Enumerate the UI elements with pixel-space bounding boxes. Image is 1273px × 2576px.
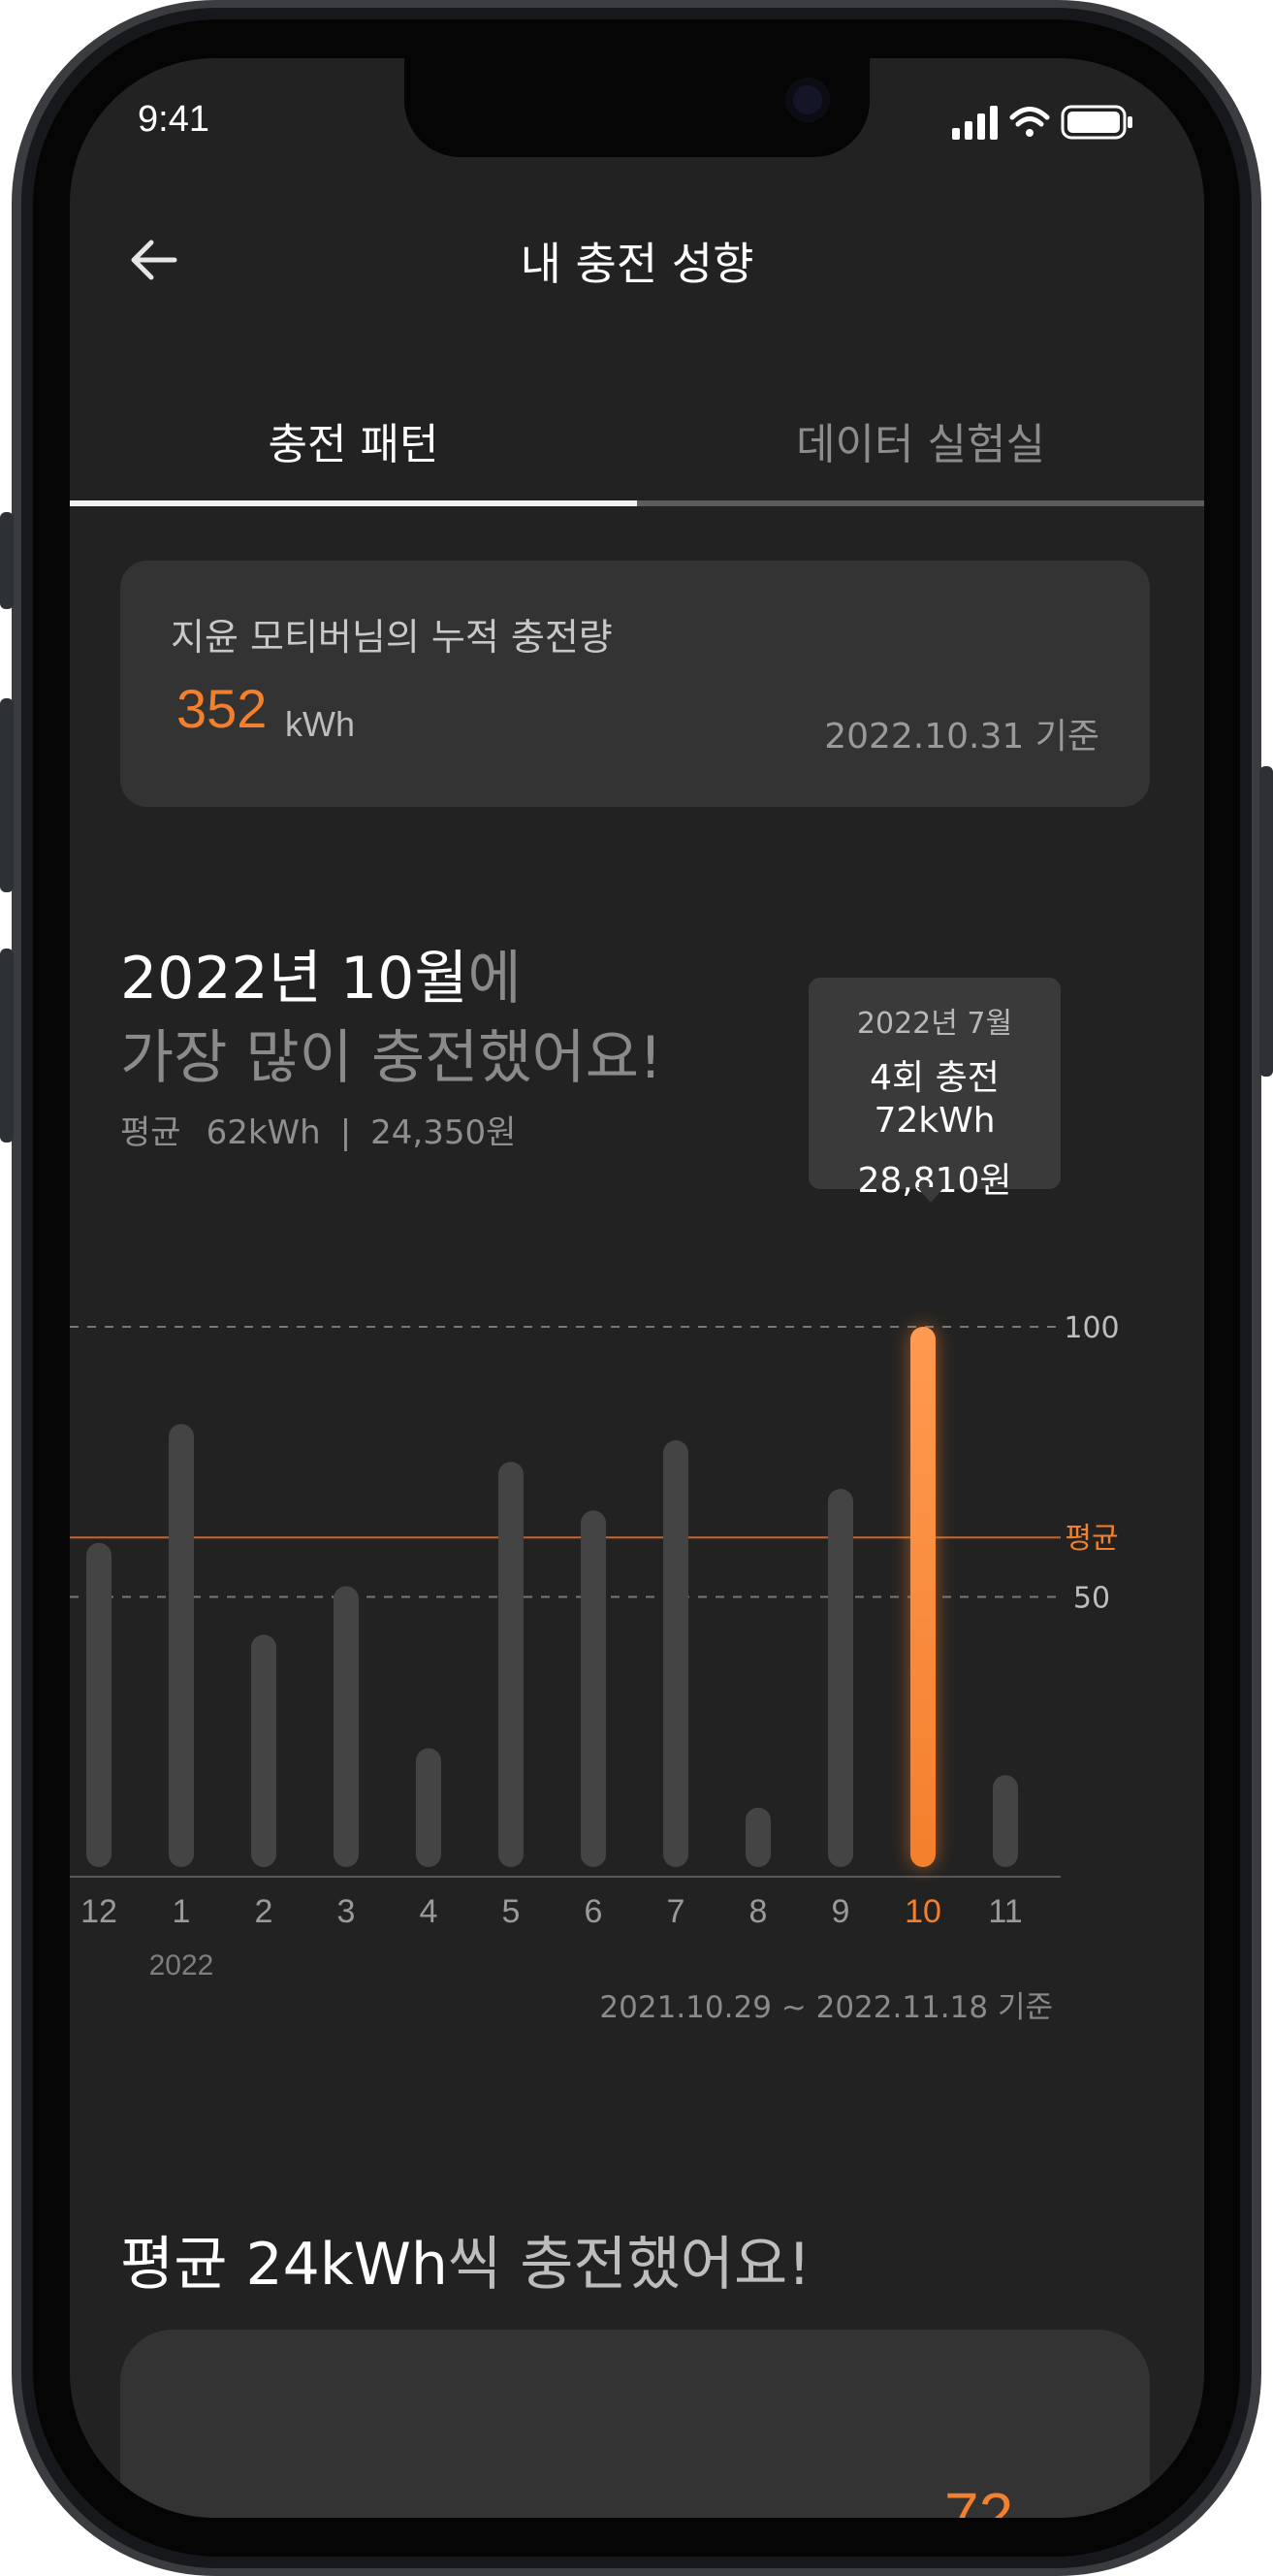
x-tick-label-3: 3 <box>337 1893 356 1930</box>
average-summary: 평균 62kWh | 24,350원 <box>120 1106 516 1153</box>
bar-4 <box>416 1748 441 1867</box>
x-tick-label-8: 8 <box>749 1893 768 1930</box>
app-screen: 9:41 내 충전 성향 충전 패턴 데이터 실험실 <box>70 58 1204 2518</box>
x-tick-label-1: 1 <box>173 1893 191 1930</box>
bar-3 <box>334 1586 359 1867</box>
back-arrow-icon[interactable] <box>124 231 182 289</box>
x-tick-label-7: 7 <box>667 1893 685 1930</box>
bar-12 <box>86 1542 111 1867</box>
x-tick-label-10: 10 <box>905 1893 941 1930</box>
mute-switch <box>0 512 14 609</box>
page-title: 내 충전 성향 <box>520 238 754 290</box>
top-month-strong: 2022년 10월 <box>120 945 468 1013</box>
cumulative-charge-label: 지윤 모티버님의 누적 충전량 <box>171 616 613 659</box>
x-tick-label-12: 12 <box>80 1893 117 1930</box>
tooltip-month: 2022년 7월 <box>856 1007 1013 1041</box>
volume-up-button <box>0 698 14 892</box>
bar-1 <box>169 1424 194 1867</box>
volume-down-button <box>0 949 14 1143</box>
top-month-suffix: 에 <box>467 945 522 1013</box>
cumulative-charge-value: 352 <box>176 678 268 739</box>
x-tick-label-9: 9 <box>832 1893 850 1930</box>
average-headline: 평균 24kWh씩 충전했어요! <box>120 2217 811 2302</box>
average-energy: 62kWh <box>206 1113 321 1152</box>
bar-tooltip: 2022년 7월 4회 충전 72kWh 28,810원 <box>809 978 1061 1201</box>
tab-charging-pattern[interactable]: 충전 패턴 <box>268 420 439 469</box>
bar-5 <box>498 1462 524 1867</box>
cumulative-charge-unit: kWh <box>285 704 355 744</box>
bar-6 <box>581 1510 606 1867</box>
x-tick-label-2: 2 <box>255 1893 273 1930</box>
tab-indicator-active <box>70 500 637 506</box>
bar-11 <box>993 1775 1018 1867</box>
top-month-headline-line2: 가장 많이 충전했어요! <box>120 1024 662 1092</box>
bar-9 <box>828 1489 853 1867</box>
average-cost: 24,350원 <box>370 1113 517 1152</box>
battery-icon <box>1061 105 1132 140</box>
wifi-icon <box>1009 107 1050 137</box>
cumulative-charge-date: 2022.10.31 기준 <box>824 717 1099 757</box>
average-comparison-right-value: 72 <box>944 2480 1014 2518</box>
average-headline-strong: 평균 24kWh <box>120 2231 448 2299</box>
top-month-headline: 2022년 10월에 <box>120 931 522 1015</box>
status-icons <box>952 105 1132 140</box>
x-tick-label-11: 11 <box>988 1893 1022 1930</box>
average-headline-suffix: 씩 충전했어요! <box>447 2231 812 2299</box>
tab-data-lab[interactable]: 데이터 실험실 <box>796 420 1045 469</box>
notch <box>404 58 870 157</box>
bar-7 <box>663 1439 688 1867</box>
tooltip-pointer <box>917 1187 944 1203</box>
status-time: 9:41 <box>138 99 209 140</box>
x-tick-label-5: 5 <box>502 1893 521 1930</box>
monthly-charge-chart: 100 평균 50 12 1 2022 2 3 4 5 6 7 8 9 10 11 <box>70 1311 1120 1981</box>
x-year-label: 2022 <box>149 1949 214 1981</box>
y-tick-label-100: 100 <box>1064 1311 1119 1345</box>
bar-highlighted-10 <box>910 1327 936 1867</box>
bar-8 <box>746 1807 771 1867</box>
average-separator: | <box>339 1113 352 1152</box>
average-comparison-right-unit: kWh <box>1032 2514 1098 2518</box>
bar-2 <box>251 1634 276 1867</box>
x-tick-label-6: 6 <box>585 1893 603 1930</box>
y-tick-label-50: 50 <box>1073 1582 1110 1616</box>
camera-icon <box>785 78 830 122</box>
signal-icon <box>952 106 998 140</box>
tooltip-energy: 72kWh <box>874 1101 996 1141</box>
average-reference-label: 평균 <box>1065 1522 1118 1556</box>
tooltip-count: 4회 충전 <box>870 1058 1000 1098</box>
tab-indicator-inactive <box>637 500 1204 506</box>
power-button <box>1259 766 1273 1077</box>
x-tick-label-4: 4 <box>420 1893 438 1930</box>
cumulative-charge-card: 지윤 모티버님의 누적 충전량 352 kWh 2022.10.31 기준 <box>120 561 1150 807</box>
average-comparison-card: 63 72 kWh <box>120 2330 1150 2518</box>
average-label: 평균 <box>120 1113 181 1152</box>
data-period: 2021.10.29 ~ 2022.11.18 기준 <box>599 1990 1053 2025</box>
